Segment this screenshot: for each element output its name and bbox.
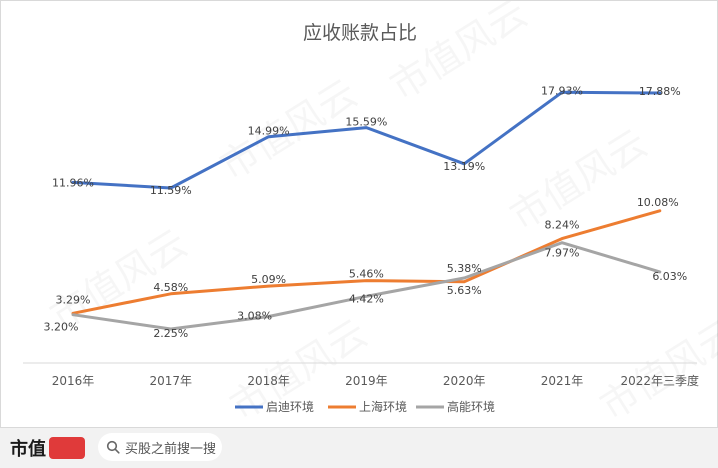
- x-tick-label: 2019年: [345, 374, 388, 388]
- data-label: 2.25%: [153, 327, 188, 340]
- legend-item: 高能环境: [416, 399, 495, 414]
- data-label: 6.03%: [652, 270, 687, 283]
- footer-bar: 市值 买股之前搜一搜: [0, 428, 718, 468]
- watermark-text: 市值风云: [592, 311, 718, 429]
- chart-frame: 市值风云 市值风云 市值风云 市值风云 市值风云 市值风云 应收账款占比 11.96% 11…: [0, 0, 718, 428]
- legend-label: 高能环境: [447, 399, 495, 414]
- legend-item: 启迪环境: [235, 399, 314, 414]
- data-label: 11.59%: [150, 184, 192, 197]
- data-label: 17.93%: [541, 84, 583, 97]
- x-tick-label: 2021年: [541, 374, 584, 388]
- data-label: 4.58%: [153, 281, 188, 294]
- data-label: 15.59%: [345, 116, 387, 129]
- data-label: 3.29%: [56, 293, 91, 306]
- legend-label: 上海环境: [359, 399, 407, 414]
- data-label: 4.42%: [349, 292, 384, 305]
- series-line-3: [71, 241, 662, 331]
- x-tick-label: 2017年: [150, 374, 193, 388]
- series-line-2: [71, 209, 662, 315]
- x-tick-label: 2022年三季度: [621, 373, 700, 388]
- data-label: 13.19%: [443, 160, 485, 173]
- data-label: 10.08%: [637, 196, 679, 209]
- search-label: 买股之前搜一搜: [125, 441, 217, 457]
- watermark-text: 市值风云: [382, 1, 534, 109]
- brand-name: 市值: [10, 439, 46, 460]
- legend-label: 启迪环境: [266, 399, 314, 414]
- x-tick-label: 2018年: [247, 374, 290, 388]
- search-box[interactable]: 买股之前搜一搜: [98, 433, 222, 461]
- data-label: 7.97%: [545, 247, 580, 260]
- data-label: 5.09%: [251, 273, 286, 286]
- chart-title: 应收账款占比: [303, 22, 417, 44]
- data-label: 5.46%: [349, 268, 384, 281]
- data-label: 5.38%: [447, 262, 482, 275]
- search-icon: [106, 440, 120, 454]
- data-label: 11.96%: [52, 176, 94, 189]
- data-label: 3.08%: [237, 310, 272, 323]
- x-tick-label: 2020年: [443, 374, 486, 388]
- x-tick-label: 2016年: [52, 374, 95, 388]
- brand-seal-icon: [49, 437, 85, 459]
- data-label: 8.24%: [545, 219, 580, 232]
- data-label: 3.20%: [44, 321, 79, 334]
- legend-item: 上海环境: [328, 399, 407, 414]
- data-label: 17.88%: [639, 85, 681, 98]
- data-label: 14.99%: [248, 125, 290, 138]
- brand-logo[interactable]: 市值: [10, 434, 85, 462]
- series-line-1: [71, 90, 662, 190]
- data-label: 5.63%: [447, 284, 482, 297]
